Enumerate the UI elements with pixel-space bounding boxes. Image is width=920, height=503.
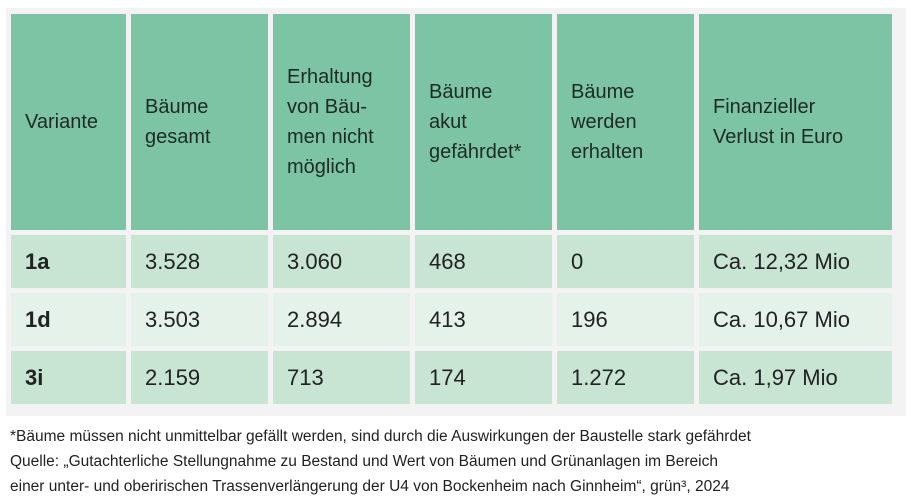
- tree-loss-table: Variante Bäume gesamt Erhaltung von Bäu-…: [6, 9, 897, 409]
- cell-baeume-gesamt: 3.503: [131, 293, 268, 346]
- header-line: akut: [429, 111, 467, 133]
- cell-erhaltung-nicht-moeglich: 3.060: [273, 235, 410, 288]
- cell-variante: 1a: [11, 235, 126, 288]
- cell-werden-erhalten: 1.272: [557, 351, 694, 404]
- table-notes: *Bäume müssen nicht unmittelbar gefällt …: [10, 424, 910, 499]
- cell-akut-gefaehrdet: 468: [415, 235, 552, 288]
- table-row: 1d 3.503 2.894 413 196 Ca. 10,67 Mio: [11, 293, 892, 346]
- cell-finanzieller-verlust: Ca. 1,97 Mio: [699, 351, 892, 404]
- header-line: Finanzieller: [713, 96, 816, 118]
- cell-finanzieller-verlust: Ca. 10,67 Mio: [699, 293, 892, 346]
- cell-baeume-gesamt: 2.159: [131, 351, 268, 404]
- table-row: 3i 2.159 713 174 1.272 Ca. 1,97 Mio: [11, 351, 892, 404]
- source-line-2: einer unter- und oberirischen Trassenver…: [10, 478, 730, 495]
- header-line: gefährdet*: [429, 141, 522, 163]
- header-line: gesamt: [145, 126, 211, 148]
- header-line: Bäume: [429, 81, 493, 103]
- cell-erhaltung-nicht-moeglich: 713: [273, 351, 410, 404]
- header-line: Bäume: [571, 81, 635, 103]
- table-container: Variante Bäume gesamt Erhaltung von Bäu-…: [6, 8, 906, 416]
- footnote: *Bäume müssen nicht unmittelbar gefällt …: [10, 428, 751, 445]
- cell-akut-gefaehrdet: 174: [415, 351, 552, 404]
- header-line: erhalten: [571, 141, 644, 163]
- header-akut-gefaehrdet: Bäume akut gefährdet*: [415, 14, 552, 230]
- header-line: Bäume: [145, 96, 209, 118]
- table-row: 1a 3.528 3.060 468 0 Ca. 12,32 Mio: [11, 235, 892, 288]
- header-line: von Bäu-: [287, 96, 368, 118]
- header-variante: Variante: [11, 14, 126, 230]
- header-line: möglich: [287, 156, 356, 178]
- cell-akut-gefaehrdet: 413: [415, 293, 552, 346]
- cell-variante: 1d: [11, 293, 126, 346]
- table-header-row: Variante Bäume gesamt Erhaltung von Bäu-…: [11, 14, 892, 230]
- cell-erhaltung-nicht-moeglich: 2.894: [273, 293, 410, 346]
- header-baeume-gesamt: Bäume gesamt: [131, 14, 268, 230]
- cell-werden-erhalten: 196: [557, 293, 694, 346]
- source-line-1: Quelle: „Gutachterliche Stellungnahme zu…: [10, 453, 718, 470]
- cell-finanzieller-verlust: Ca. 12,32 Mio: [699, 235, 892, 288]
- header-line: Verlust in Euro: [713, 126, 844, 148]
- header-erhaltung-nicht-moeglich: Erhaltung von Bäu- men nicht möglich: [273, 14, 410, 230]
- cell-werden-erhalten: 0: [557, 235, 694, 288]
- header-werden-erhalten: Bäume werden erhalten: [557, 14, 694, 230]
- header-line: werden: [571, 111, 637, 133]
- header-line: Variante: [25, 111, 99, 133]
- cell-variante: 3i: [11, 351, 126, 404]
- header-line: Erhaltung: [287, 66, 373, 88]
- header-line: men nicht: [287, 126, 374, 148]
- header-finanzieller-verlust: Finanzieller Verlust in Euro: [699, 14, 892, 230]
- cell-baeume-gesamt: 3.528: [131, 235, 268, 288]
